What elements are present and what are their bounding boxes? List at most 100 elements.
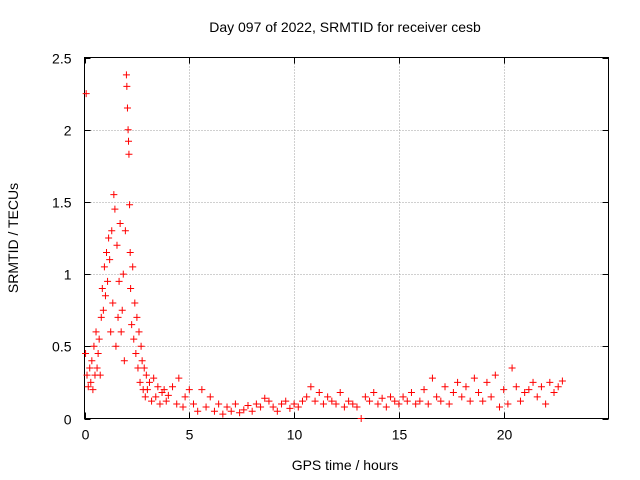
data-point	[97, 313, 105, 321]
data-point	[345, 397, 353, 405]
data-point	[391, 397, 399, 405]
data-point	[366, 397, 374, 405]
data-point	[173, 400, 181, 408]
y-tick-label: 2	[64, 123, 72, 139]
data-point	[112, 342, 120, 350]
data-point	[374, 400, 382, 408]
x-axis-label: GPS time / hours	[292, 457, 399, 473]
data-point	[416, 397, 424, 405]
data-point	[160, 386, 168, 394]
data-point	[278, 400, 286, 408]
data-point	[114, 313, 122, 321]
y-axis-label: SRMTID / TECUs	[5, 183, 21, 293]
data-point	[86, 364, 94, 372]
data-point	[109, 299, 117, 307]
data-point	[462, 383, 470, 391]
data-point	[189, 400, 197, 408]
data-point	[194, 407, 202, 415]
data-point	[198, 386, 206, 394]
data-point	[113, 241, 121, 249]
data-point	[303, 393, 311, 401]
data-point	[206, 393, 214, 401]
data-point	[298, 397, 306, 405]
data-point	[407, 389, 415, 397]
x-tick-label: 20	[497, 427, 513, 443]
data-point	[475, 389, 483, 397]
data-point	[98, 285, 106, 293]
x-tick-label: 15	[392, 427, 408, 443]
data-point	[353, 403, 361, 411]
data-point	[120, 357, 128, 365]
data-point	[395, 400, 403, 408]
y-tick-label: 1.5	[52, 195, 72, 211]
data-point	[332, 400, 340, 408]
data-point	[269, 403, 277, 411]
data-point	[154, 383, 162, 391]
y-tick-label: 0.5	[52, 339, 72, 355]
data-point	[433, 393, 441, 401]
data-point	[496, 403, 504, 411]
data-point	[99, 306, 107, 314]
data-point	[130, 335, 138, 343]
data-point	[361, 393, 369, 401]
data-point	[504, 400, 512, 408]
data-point	[108, 227, 116, 235]
data-point	[470, 374, 478, 382]
axis-ticks	[84, 57, 609, 420]
y-tick-label: 1	[64, 267, 72, 283]
y-tick-label: 2.5	[52, 51, 72, 67]
data-point	[294, 403, 302, 411]
data-point	[100, 263, 108, 271]
tick-labels: 0 5 10 15 20 0 0.5 1 1.5 2 2.5	[52, 51, 512, 443]
data-point	[441, 383, 449, 391]
data-point	[164, 391, 172, 399]
data-point	[83, 371, 91, 379]
data-point	[92, 328, 100, 336]
data-point	[227, 407, 235, 415]
data-point	[142, 371, 150, 379]
data-point	[487, 393, 495, 401]
data-point	[118, 306, 126, 314]
data-point	[202, 403, 210, 411]
x-tick-label: 10	[287, 427, 303, 443]
plot-frame	[84, 57, 609, 419]
data-point	[491, 371, 499, 379]
data-point	[315, 389, 323, 397]
data-point	[387, 393, 395, 401]
chart-title: Day 097 of 2022, SRMTID for receiver ces…	[209, 19, 481, 35]
data-point	[550, 389, 558, 397]
data-point	[88, 357, 96, 365]
data-point	[282, 397, 290, 405]
data-point	[370, 389, 378, 397]
data-point	[125, 137, 133, 145]
data-point	[95, 335, 103, 343]
data-point	[175, 374, 183, 382]
data-point	[529, 378, 537, 386]
data-point	[424, 400, 432, 408]
data-point	[126, 201, 134, 209]
data-point	[546, 378, 554, 386]
y-tick-label: 0	[64, 412, 72, 428]
x-tick-label: 0	[82, 427, 90, 443]
data-point	[311, 397, 319, 405]
data-point	[558, 377, 566, 385]
data-point	[101, 292, 109, 300]
data-point	[319, 400, 327, 408]
data-point	[449, 389, 457, 397]
data-point	[349, 400, 357, 408]
data-point	[94, 350, 102, 358]
data-point	[500, 386, 508, 394]
data-point	[125, 150, 133, 158]
data-point	[458, 393, 466, 401]
data-point	[248, 407, 256, 415]
data-point	[265, 397, 273, 405]
data-point	[90, 342, 98, 350]
data-point	[512, 383, 520, 391]
data-point	[420, 386, 428, 394]
data-point	[104, 277, 112, 285]
data-point	[152, 393, 160, 401]
data-point	[378, 394, 386, 402]
data-point	[119, 270, 127, 278]
data-point	[96, 371, 104, 379]
data-point	[156, 400, 164, 408]
